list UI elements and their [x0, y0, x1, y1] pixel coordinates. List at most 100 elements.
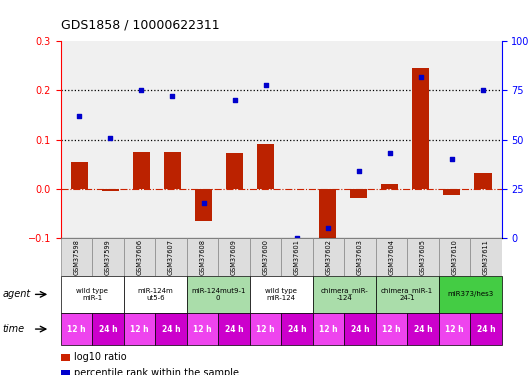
Bar	[164, 152, 181, 189]
Text: 12 h: 12 h	[67, 324, 86, 334]
Text: log10 ratio: log10 ratio	[74, 352, 127, 362]
Bar	[313, 313, 344, 345]
Bar	[187, 238, 218, 276]
Point	[448, 156, 456, 162]
Bar	[281, 238, 313, 276]
Bar	[92, 238, 124, 276]
Bar	[407, 238, 439, 276]
Bar	[195, 189, 212, 221]
Bar	[313, 276, 375, 313]
Text: 12 h: 12 h	[445, 324, 464, 334]
Point	[261, 82, 270, 88]
Text: GSM37609: GSM37609	[231, 239, 237, 275]
Bar	[226, 153, 243, 189]
Text: GSM37598: GSM37598	[73, 239, 80, 275]
Bar	[218, 313, 250, 345]
Point	[230, 98, 239, 104]
Text: percentile rank within the sample: percentile rank within the sample	[74, 369, 240, 375]
Bar	[250, 276, 313, 313]
Text: miR373/hes3: miR373/hes3	[447, 291, 493, 297]
Bar	[124, 313, 155, 345]
Bar	[155, 238, 187, 276]
Text: GSM37603: GSM37603	[357, 239, 363, 275]
Bar	[71, 162, 88, 189]
Point	[168, 93, 177, 99]
Point	[75, 113, 83, 119]
Text: agent: agent	[3, 290, 31, 299]
Bar	[475, 172, 492, 189]
Text: 12 h: 12 h	[382, 324, 401, 334]
Bar	[155, 313, 187, 345]
Bar	[439, 313, 470, 345]
Point	[324, 225, 332, 231]
Text: 24 h: 24 h	[224, 324, 243, 334]
Bar	[92, 313, 124, 345]
Point	[199, 200, 208, 206]
Bar	[257, 144, 274, 189]
Bar	[61, 238, 92, 276]
Text: 24 h: 24 h	[162, 324, 180, 334]
Text: time: time	[3, 324, 25, 334]
Text: 12 h: 12 h	[256, 324, 275, 334]
Text: GSM37610: GSM37610	[451, 239, 457, 275]
Bar	[470, 313, 502, 345]
Text: GSM37602: GSM37602	[325, 239, 332, 275]
Text: 24 h: 24 h	[351, 324, 369, 334]
Bar	[250, 238, 281, 276]
Text: chimera_miR-
-124: chimera_miR- -124	[320, 288, 368, 301]
Point	[355, 168, 363, 174]
Text: 12 h: 12 h	[319, 324, 338, 334]
Text: GSM37608: GSM37608	[200, 239, 205, 275]
Text: GSM37611: GSM37611	[483, 239, 489, 275]
Text: GSM37599: GSM37599	[105, 239, 111, 275]
Text: chimera_miR-1
24-1: chimera_miR-1 24-1	[381, 288, 433, 301]
Bar	[350, 189, 367, 198]
Bar	[124, 276, 187, 313]
Text: 12 h: 12 h	[193, 324, 212, 334]
Bar	[61, 313, 92, 345]
Bar	[375, 238, 407, 276]
Bar	[319, 189, 336, 246]
Point	[417, 74, 425, 80]
Text: wild type
miR-124: wild type miR-124	[265, 288, 297, 301]
Bar	[61, 354, 70, 361]
Text: GSM37601: GSM37601	[294, 239, 300, 275]
Text: GDS1858 / 10000622311: GDS1858 / 10000622311	[61, 19, 219, 32]
Bar	[375, 276, 439, 313]
Text: GSM37605: GSM37605	[420, 239, 426, 275]
Bar	[187, 313, 218, 345]
Text: 24 h: 24 h	[99, 324, 117, 334]
Point	[293, 235, 301, 241]
Bar	[61, 370, 70, 375]
Text: GSM37600: GSM37600	[262, 239, 268, 275]
Text: 24 h: 24 h	[288, 324, 306, 334]
Text: GSM37604: GSM37604	[389, 239, 394, 275]
Bar	[344, 238, 375, 276]
Bar	[187, 276, 250, 313]
Bar	[313, 238, 344, 276]
Bar	[439, 238, 470, 276]
Bar	[124, 238, 155, 276]
Bar	[133, 152, 150, 189]
Point	[106, 135, 115, 141]
Text: wild type
miR-1: wild type miR-1	[76, 288, 108, 301]
Bar	[375, 313, 407, 345]
Bar	[407, 313, 439, 345]
Bar	[439, 276, 502, 313]
Bar	[444, 189, 460, 195]
Text: GSM37607: GSM37607	[168, 239, 174, 275]
Text: 12 h: 12 h	[130, 324, 149, 334]
Text: GSM37606: GSM37606	[136, 239, 143, 275]
Bar	[344, 313, 375, 345]
Bar	[412, 68, 429, 189]
Bar	[281, 313, 313, 345]
Text: 24 h: 24 h	[413, 324, 432, 334]
Bar	[61, 276, 124, 313]
Point	[385, 150, 394, 156]
Text: 24 h: 24 h	[477, 324, 495, 334]
Bar	[218, 238, 250, 276]
Text: miR-124mut9-1
0: miR-124mut9-1 0	[191, 288, 246, 301]
Bar	[102, 189, 119, 191]
Bar	[250, 313, 281, 345]
Point	[479, 87, 487, 93]
